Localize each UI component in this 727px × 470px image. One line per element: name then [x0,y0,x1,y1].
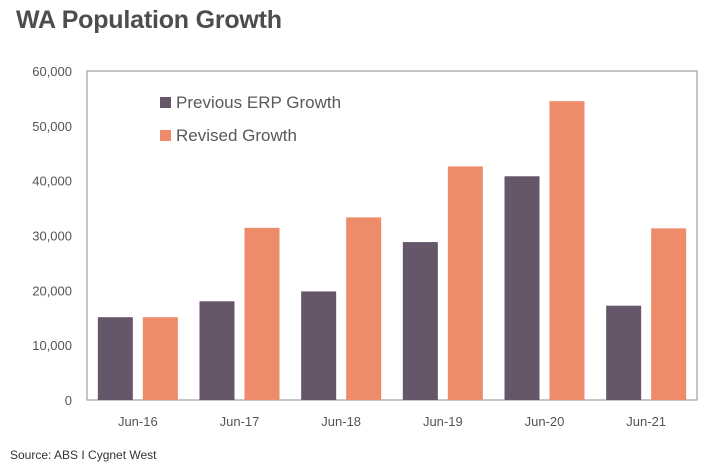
bar-revised-growth-jun-16 [142,317,178,400]
bar-previous-erp-growth-jun-20 [504,176,540,400]
bar-chart: 0 10,000 20,000 30,000 40,000 50,000 60,000 Ju… [32,64,698,429]
bar-previous-erp-growth-jun-17 [199,301,235,400]
x-tick-label: Jun-20 [525,414,565,429]
bars [97,101,687,401]
x-axis-ticks: Jun-16 Jun-17 Jun-18 Jun-19 Jun-20 Jun-21 [118,414,666,429]
y-tick-label: 40,000 [32,174,72,189]
y-tick-label: 30,000 [32,229,72,244]
bar-previous-erp-growth-jun-18 [301,291,337,400]
y-tick-label: 10,000 [32,338,72,353]
x-tick-label: Jun-21 [626,414,666,429]
x-tick-label: Jun-16 [118,414,158,429]
bar-previous-erp-growth-jun-21 [606,305,642,400]
legend-label: Revised Growth [176,126,297,145]
y-tick-label: 60,000 [32,64,72,79]
legend-swatch [160,130,171,141]
legend-swatch [160,97,171,108]
bar-revised-growth-jun-17 [244,227,280,400]
x-tick-label: Jun-18 [321,414,361,429]
x-tick-label: Jun-17 [220,414,260,429]
legend-label: Previous ERP Growth [176,93,341,112]
x-tick-label: Jun-19 [423,414,463,429]
plot-frame [86,70,698,401]
chart-title: WA Population Growth [16,6,282,34]
bar-previous-erp-growth-jun-16 [97,317,133,400]
y-axis-ticks: 0 10,000 20,000 30,000 40,000 50,000 60,000 [32,64,72,408]
y-tick-label: 50,000 [32,119,72,134]
source-note: Source: ABS I Cygnet West [10,448,157,462]
y-tick-label: 20,000 [32,283,72,298]
legend: Previous ERP Growth Revised Growth [160,93,341,145]
y-tick-label: 0 [65,393,72,408]
bar-revised-growth-jun-19 [447,166,483,400]
bar-revised-growth-jun-21 [651,228,687,400]
bar-previous-erp-growth-jun-19 [402,242,438,400]
bar-revised-growth-jun-20 [549,101,585,401]
bar-revised-growth-jun-18 [346,217,382,400]
